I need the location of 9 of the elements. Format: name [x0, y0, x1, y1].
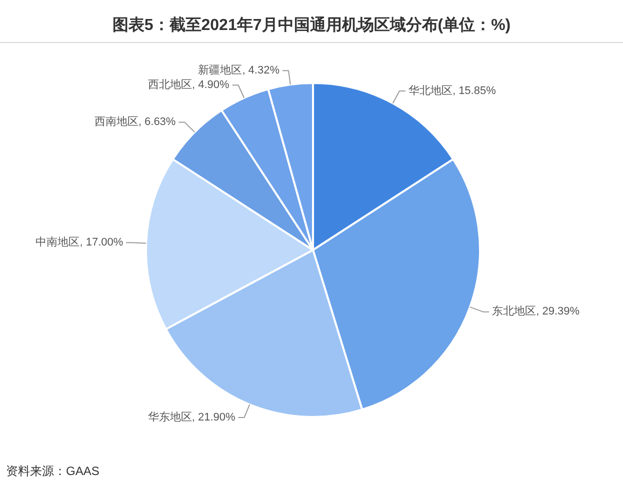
chart-title: 图表5：截至2021年7月中国通用机场区域分布(单位：%) — [112, 16, 511, 34]
slice-label: 西南地区, 6.63% — [94, 115, 176, 128]
slice-label: 华东地区, 21.90% — [148, 410, 236, 424]
slice-label: 华北地区, 15.85% — [408, 84, 496, 97]
slice-label: 西北地区, 4.90% — [148, 78, 230, 92]
slice-label: 中南地区, 17.00% — [36, 236, 124, 249]
slice-label: 新疆地区, 4.32% — [198, 64, 280, 77]
text: 资料来源：GAAS — [6, 464, 100, 478]
slice-label: 东北地区, 29.39% — [492, 304, 580, 318]
